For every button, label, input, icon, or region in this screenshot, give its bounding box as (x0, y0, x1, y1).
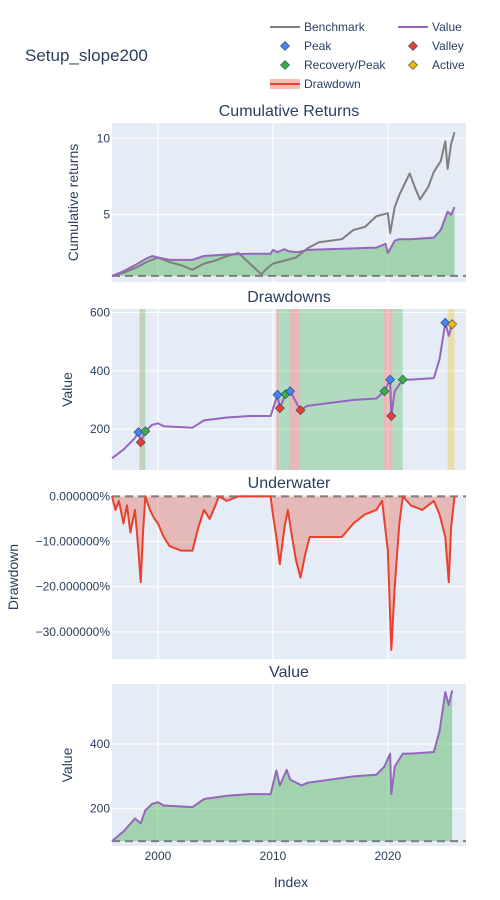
y-tick-label: 200 (90, 422, 110, 436)
legend-swatch (408, 41, 418, 51)
legend-item-peak[interactable]: Peak (280, 39, 333, 53)
drawdown-span (383, 309, 393, 470)
legend-item-recovery-peak[interactable]: Recovery/Peak (280, 58, 387, 72)
legend-label: Drawdown (304, 77, 361, 91)
panels: Cumulative Returns 5 10 Cumulative returns D… (5, 103, 466, 863)
recovery-span (299, 309, 384, 470)
y-tick-label: 10 (97, 131, 111, 145)
y-axis-title: Value (59, 747, 75, 782)
legend-label: Valley (432, 39, 464, 53)
legend-item-drawdown[interactable]: Drawdown (270, 77, 361, 91)
series-line-value (111, 206, 456, 277)
legend-label: Benchmark (304, 20, 366, 34)
panel-underwater: Underwater 0.000000% −10.000000% −20.000000… (5, 475, 466, 659)
y-tick-label: 400 (90, 737, 110, 751)
y-tick-label: 600 (90, 306, 110, 320)
series-line-benchmark (111, 131, 456, 277)
y-axis-title: Drawdown (5, 544, 21, 610)
marker-peak (385, 374, 396, 385)
marker-peak (440, 317, 451, 328)
series-line-value (111, 690, 454, 842)
panel-cumulative: Cumulative Returns 5 10 Cumulative returns (65, 103, 466, 282)
legend-label: Peak (304, 39, 332, 53)
subplot-title: Value (269, 664, 309, 681)
recovery-span (392, 309, 403, 470)
legend-label: Active (432, 58, 465, 72)
marker-peak (285, 386, 296, 397)
recovery-span (278, 309, 289, 470)
figure-title: Setup_slope200 (25, 46, 148, 65)
legend: Benchmark Value Peak Valley Recovery/Peak Act… (270, 20, 465, 91)
marker-valley (386, 411, 397, 421)
x-tick-label: 2000 (145, 849, 172, 863)
value-area (112, 690, 453, 842)
legend-swatch (280, 41, 290, 51)
subplot-title: Cumulative Returns (219, 103, 360, 120)
legend-swatch (280, 60, 290, 70)
panel-value: Value 200 400 Value 2000 2010 2020 (59, 664, 466, 863)
legend-label: Value (432, 20, 462, 34)
legend-item-valley[interactable]: Valley (408, 39, 464, 53)
drawdown-span (276, 309, 279, 470)
marker-valley (135, 437, 146, 448)
recovery-span (140, 309, 146, 470)
plot-area (112, 123, 466, 282)
legend-item-value[interactable]: Value (398, 20, 462, 34)
y-tick-label: 5 (103, 208, 110, 222)
marker-recovery-peak (397, 374, 408, 385)
subplot-title: Underwater (248, 475, 331, 492)
active-span (447, 309, 455, 470)
y-axis-title: Value (59, 372, 75, 407)
underwater-area (112, 496, 455, 650)
legend-label: Recovery/Peak (304, 58, 386, 72)
y-tick-label: −30.000000% (36, 625, 111, 639)
y-axis-title: Cumulative returns (65, 144, 81, 262)
marker-peak (272, 389, 283, 400)
marker-recovery-peak (379, 386, 390, 397)
y-tick-label: 200 (90, 802, 110, 816)
plot-area (112, 684, 466, 846)
y-tick-label: −10.000000% (36, 535, 111, 549)
panel-drawdowns: Drawdowns 200 400 600 Value (59, 289, 466, 470)
y-tick-label: 0.000000% (49, 489, 110, 503)
series-line-drawdown (111, 495, 456, 651)
x-axis-title: Index (274, 874, 308, 890)
legend-item-benchmark[interactable]: Benchmark (270, 20, 366, 34)
subplot-title: Drawdowns (247, 289, 331, 306)
drawdown-span (289, 309, 300, 470)
marker-valley (274, 403, 285, 414)
y-tick-label: −20.000000% (36, 580, 111, 594)
legend-swatch (408, 60, 418, 70)
marker-active (447, 319, 458, 330)
drawdown-span (139, 309, 141, 470)
x-tick-label: 2020 (374, 849, 401, 863)
x-tick-label: 2010 (260, 849, 287, 863)
y-tick-label: 400 (90, 364, 110, 378)
marker-valley (295, 405, 306, 416)
marker-recovery-peak (140, 426, 151, 437)
legend-item-active[interactable]: Active (408, 58, 466, 72)
